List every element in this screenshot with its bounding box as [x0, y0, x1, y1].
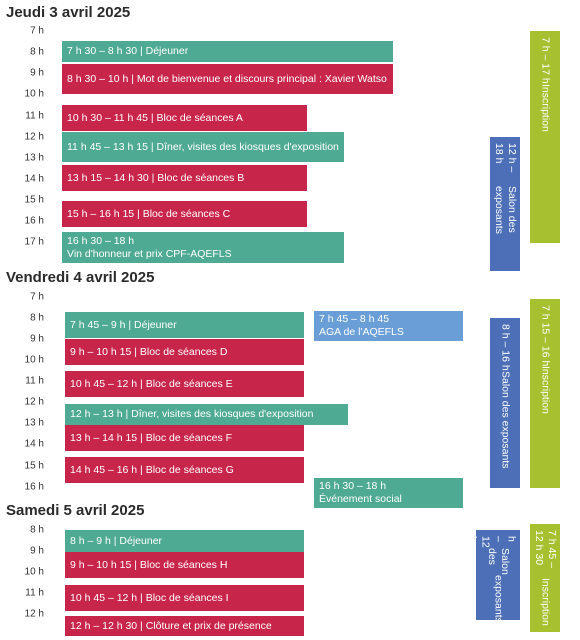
exhibitors-hall-bar[interactable]: 12 h – 18 h Salon des exposants	[490, 137, 520, 271]
hour-label: 15 h	[24, 194, 44, 206]
hour-label: 7 h	[30, 25, 44, 37]
side-bar-time: 12 h – 18 h	[493, 143, 518, 173]
exhibitors-hall-bar[interactable]: 8 h – 12 h Salon des exposants	[467, 530, 531, 623]
side-bar-label: Salon des exposants	[499, 370, 512, 469]
event-block[interactable]: 7 h 30 – 8 h 30 | Déjeuner	[62, 41, 393, 62]
hour-label: 9 h	[30, 67, 44, 79]
side-bar-time: 7 h 45 – 12 h 30	[533, 530, 558, 568]
event-block[interactable]: 15 h – 16 h 15 | Bloc de séances C	[62, 201, 307, 227]
hour-label: 9 h	[30, 545, 44, 557]
hour-label: 17 h	[24, 236, 44, 248]
hour-label: 12 h	[24, 396, 44, 408]
day-title-saturday: Samedi 5 avril 2025	[6, 502, 145, 519]
side-bar-label: Inscription	[539, 366, 552, 415]
hour-label: 11 h	[25, 587, 44, 599]
event-block[interactable]: 7 h 45 – 9 h | Déjeuner	[65, 312, 304, 338]
hour-label: 11 h	[25, 375, 44, 387]
event-block[interactable]: 16 h 30 – 18 h Événement social	[314, 478, 463, 508]
event-block[interactable]: 13 h – 14 h 15 | Bloc de séances F	[65, 425, 304, 451]
hour-label: 10 h	[24, 566, 44, 578]
event-block[interactable]: 9 h – 10 h 15 | Bloc de séances D	[65, 339, 304, 365]
event-block[interactable]: 9 h – 10 h 15 | Bloc de séances H	[65, 552, 304, 578]
hour-label: 14 h	[24, 438, 44, 450]
event-block[interactable]: 10 h 45 – 12 h | Bloc de séances I	[65, 585, 304, 611]
event-block[interactable]: 14 h 45 – 16 h | Bloc de séances G	[65, 457, 304, 483]
hour-label: 8 h	[30, 312, 44, 324]
hour-label: 8 h	[30, 46, 44, 58]
event-block[interactable]: 11 h 45 – 13 h 15 | Dîner, visites des k…	[62, 132, 344, 162]
hour-label: 16 h	[24, 215, 44, 227]
event-block[interactable]: 16 h 30 – 18 h Vin d'honneur et prix CPF…	[62, 232, 344, 263]
event-block[interactable]: 10 h 30 – 11 h 45 | Bloc de séances A	[62, 105, 307, 131]
hour-label: 10 h	[24, 88, 44, 100]
event-block[interactable]: 12 h – 13 h | Dîner, visites des kiosque…	[65, 404, 348, 425]
event-title: AGA de l'AQEFLS	[319, 326, 404, 338]
day-title-thursday: Jeudi 3 avril 2025	[6, 4, 131, 21]
side-bar-label: Inscription	[539, 578, 552, 626]
registration-bar[interactable]: 7 h 45 – 12 h 30 Inscription	[530, 524, 560, 632]
event-block[interactable]: 12 h – 12 h 30 | Clôture et prix de prés…	[65, 616, 304, 636]
day-title-friday: Vendredi 4 avril 2025	[6, 269, 155, 286]
side-bar-time: 7 h – 17 h	[539, 37, 552, 84]
event-time: 7 h 45 – 8 h 45	[319, 313, 390, 325]
side-bar-time: 8 h – 16 h	[499, 324, 512, 371]
registration-bar[interactable]: 7 h 15 – 16 h Inscription	[530, 299, 560, 488]
event-block[interactable]: 13 h 15 – 14 h 30 | Bloc de séances B	[62, 165, 307, 191]
hour-label: 7 h	[30, 291, 44, 303]
hour-label: 14 h	[24, 173, 44, 185]
hour-label: 16 h	[24, 481, 44, 493]
hour-label: 9 h	[30, 333, 44, 345]
hour-label: 10 h	[24, 354, 44, 366]
hour-label: 13 h	[24, 152, 44, 164]
hour-label: 11 h	[25, 110, 44, 122]
event-block[interactable]: 8 h – 9 h | Déjeuner	[65, 530, 304, 552]
event-block[interactable]: 7 h 45 – 8 h 45 AGA de l'AQEFLS	[314, 311, 463, 341]
event-time: 16 h 30 – 18 h	[319, 480, 387, 492]
event-time: 16 h 30 – 18 h	[67, 234, 135, 247]
side-bar-label: exposants	[492, 574, 505, 623]
hour-label: 13 h	[24, 417, 44, 429]
exhibitors-hall-bar[interactable]: 8 h – 16 h Salon des exposants	[490, 318, 520, 488]
side-bar-label: Salon des	[486, 547, 511, 575]
registration-bar[interactable]: 7 h – 17 h Inscription	[530, 31, 560, 243]
event-title: Événement social	[319, 493, 402, 505]
side-bar-time: 8 h – 12 h	[466, 536, 531, 548]
side-bar-time: 7 h 15 – 16 h	[539, 305, 552, 367]
event-block[interactable]: 8 h 30 – 10 h | Mot de bienvenue et disc…	[62, 64, 393, 94]
side-bar-label: Salon des exposants	[493, 185, 518, 234]
event-block[interactable]: 10 h 45 – 12 h | Bloc de séances E	[65, 371, 304, 397]
hour-label: 15 h	[24, 460, 44, 472]
hour-label: 12 h	[24, 608, 44, 620]
event-title: Vin d'honneur et prix CPF-AQEFLS	[67, 247, 232, 260]
hour-label: 8 h	[30, 524, 44, 536]
hour-label: 12 h	[24, 131, 44, 143]
side-bar-label: Inscription	[539, 83, 552, 132]
